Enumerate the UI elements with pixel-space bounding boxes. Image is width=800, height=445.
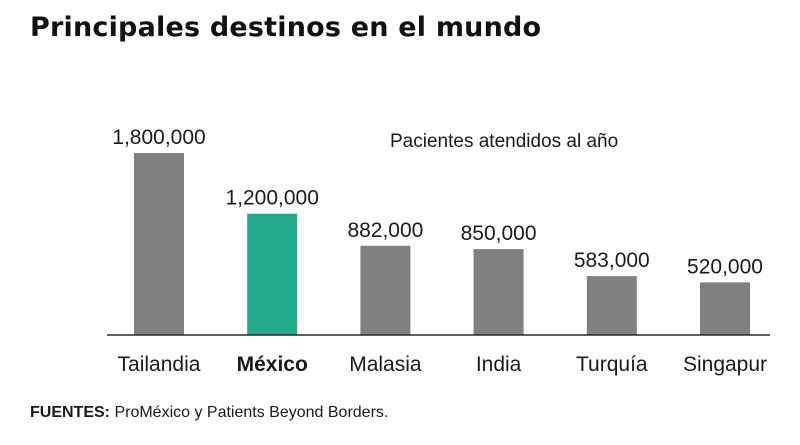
- category-label: Singapur: [683, 353, 767, 376]
- bar-turquía: [586, 276, 637, 335]
- value-label: 1,800,000: [112, 126, 205, 149]
- category-label: India: [476, 353, 522, 376]
- bar-tailandia: [134, 153, 184, 335]
- bars-layer: 1,800,000 Tailandia 1,200,000 México 882,000…: [112, 126, 767, 376]
- value-label: 520,000: [687, 255, 763, 278]
- value-label: 583,000: [574, 249, 650, 272]
- value-label: 1,200,000: [225, 187, 318, 210]
- category-label: Turquía: [576, 353, 648, 376]
- bar-méxico: [247, 213, 298, 335]
- chart-title: Principales destinos en el mundo: [30, 12, 542, 43]
- value-label: 850,000: [461, 222, 537, 245]
- source-note: FUENTES: ProMéxico y Patients Beyond Bor…: [30, 404, 388, 422]
- category-label: México: [237, 353, 308, 376]
- bar-malasia: [360, 245, 411, 335]
- bar-singapur: [700, 282, 750, 335]
- bar-india: [473, 249, 524, 335]
- source-text: ProMéxico y Patients Beyond Borders.: [110, 404, 389, 421]
- value-label: 882,000: [347, 219, 423, 242]
- category-label: Malasia: [349, 353, 422, 376]
- source-label: FUENTES:: [30, 404, 110, 421]
- category-label: Tailandia: [118, 353, 201, 376]
- chart-subtitle: Pacientes atendidos al año: [390, 131, 618, 152]
